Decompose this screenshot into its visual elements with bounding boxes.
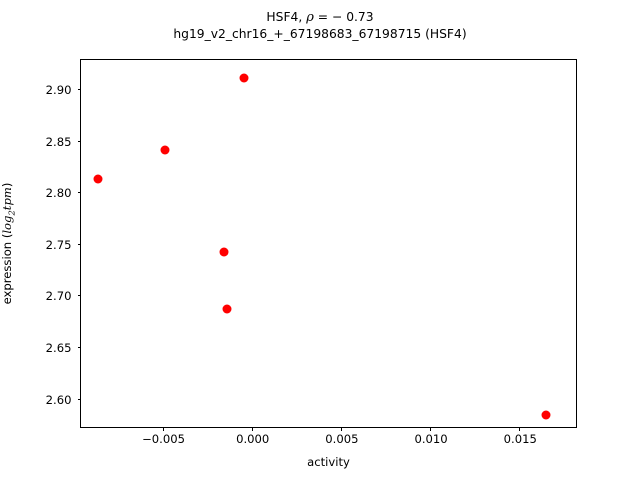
chart-title-line-1: HSF4, ρ = − 0.73 [0, 10, 640, 27]
x-axis-tick: 0.000 [236, 427, 269, 446]
y-axis-tick: 2.60 [46, 393, 81, 407]
y-axis-tick-label: 2.60 [45, 392, 72, 407]
scatter-point [160, 145, 170, 155]
x-axis-tick-label: 0.015 [503, 432, 537, 446]
scatter-point [541, 410, 551, 420]
chart-title-block: HSF4, ρ = − 0.73 hg19_v2_chr16_+_6719868… [0, 10, 640, 43]
plot-data-area [81, 60, 576, 427]
y-axis-tick-label: 2.70 [45, 289, 72, 304]
plot-axes-frame: 2.60 2.65 2.70 2.75 2.80 2.85 2.90 −0.005 0.000 0… [46, 59, 577, 446]
x-axis-label: activity [307, 455, 350, 469]
y-axis-label-prefix: expression ( [0, 233, 14, 305]
y-axis-label-unit: log2tpm [0, 187, 17, 234]
scatter-point [219, 247, 229, 257]
y-axis-tick-label: 2.65 [45, 340, 72, 355]
y-axis-tick-label: 2.75 [45, 237, 72, 252]
y-axis-tick-label: 2.80 [45, 186, 72, 201]
y-axis-tick-label: 2.90 [45, 83, 72, 98]
x-axis-tick-label: −0.005 [142, 432, 185, 446]
y-axis-tick: 2.90 [46, 83, 81, 97]
y-axis-tick: 2.85 [46, 135, 81, 149]
y-axis-label-unit-subscript: 2 [6, 210, 17, 216]
x-axis-tick-label: 0.005 [325, 432, 359, 446]
chart-subtitle: hg19_v2_chr16_+_67198683_67198715 (HSF4) [173, 26, 467, 41]
y-axis-tick: 2.75 [46, 238, 81, 252]
chart-title-gene: HSF4, [266, 10, 307, 24]
y-axis-tick: 2.65 [46, 341, 81, 355]
y-axis-label-unit-tail: tpm [0, 187, 14, 211]
x-axis-tick: 0.010 [414, 427, 448, 446]
x-axis-tick: 0.015 [504, 427, 537, 446]
rho-symbol: ρ [306, 10, 314, 25]
y-axis-label-suffix: ) [0, 182, 14, 188]
x-axis-tick: −0.005 [142, 427, 185, 446]
chart-title-correlation-value: = − 0.73 [313, 10, 374, 24]
x-axis-tick: 0.005 [325, 427, 358, 446]
y-axis-label-unit-base: log [0, 215, 14, 234]
y-axis-tick: 2.80 [46, 186, 81, 200]
y-axis-tick-label: 2.85 [45, 134, 72, 149]
y-axis-label: expression (log2tpm) [0, 59, 22, 428]
scatter-point [93, 174, 103, 184]
x-axis-tick-label: 0.010 [414, 432, 448, 446]
scatter-point [239, 73, 249, 83]
scatter-point [222, 304, 232, 314]
x-axis-tick-label: 0.000 [236, 432, 270, 446]
y-axis-tick: 2.70 [46, 289, 81, 303]
